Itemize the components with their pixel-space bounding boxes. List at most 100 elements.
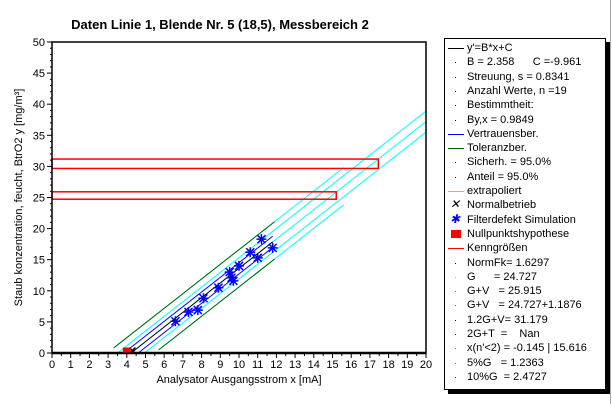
legend-label: extrapoliert [467, 185, 522, 197]
legend-label: Sicherh. = 95.0% [467, 156, 552, 169]
legend-item: x(n'<2) = -0.145 | 15.616 [447, 342, 587, 354]
legend-item: ✕ Normalbetrieb [447, 197, 537, 212]
y-tick-label: 45 [33, 68, 45, 80]
dot-icon [447, 299, 467, 311]
x-tick-label: 0 [49, 359, 55, 371]
filterdefekt-marker [192, 305, 203, 316]
legend-label: By,x = 0.9849 [467, 113, 534, 126]
x-icon: ✕ [450, 197, 461, 212]
y-tick-label: 30 [33, 161, 45, 173]
legend-label: 5%G = 1.2363 [467, 356, 544, 369]
filterdefekt-marker [252, 252, 263, 263]
y-tick-label: 15 [33, 255, 45, 267]
dot-icon [447, 285, 467, 297]
dot-icon [447, 114, 467, 126]
legend-label: Normalbetrieb [467, 199, 537, 212]
x-tick-label: 1 [68, 359, 74, 371]
legend-item: G = 24.727 [447, 271, 537, 283]
filterdefekt-marker [170, 316, 181, 327]
x-axis-label: Analysator Ausgangsstrom x [mA] [156, 374, 321, 386]
legend-label: G+V = 24.727+1.1876 [467, 299, 582, 312]
y-tick-label: 25 [33, 193, 45, 205]
x-tick-label: 7 [180, 359, 186, 371]
legend-label: G = 24.727 [467, 270, 538, 283]
filterdefekt-marker [183, 306, 194, 317]
legend-label: G+V = 25.915 [467, 285, 542, 298]
legend-item: Anzahl Werte, n =19 [447, 85, 567, 97]
dot-icon [447, 85, 467, 97]
x-tick-label: 9 [217, 359, 223, 371]
legend-label: Toleranzber. [467, 142, 527, 155]
dot-icon [447, 328, 467, 340]
legend-item: Nullpunktshypothese [447, 228, 569, 240]
legend-item: By,x = 0.9849 [447, 114, 534, 126]
legend-label: Kenngrößen [467, 242, 528, 255]
legend-label: Anteil = 95.0% [467, 170, 539, 183]
legend-item: Anteil = 95.0% [447, 171, 538, 183]
legend-label: 2G+T = Nan [467, 328, 540, 340]
x-tick-label: 13 [289, 359, 301, 371]
plot-frame [51, 41, 427, 354]
x-tick-label: 12 [270, 359, 282, 371]
dot-icon [447, 342, 467, 354]
legend-label: Bestimmtheit: [467, 99, 534, 112]
y-axis-label: Staub konzentration, feucht, BtrO2 y [mg… [13, 89, 25, 307]
line-icon [447, 185, 467, 197]
x-tick-label: 14 [308, 359, 320, 371]
kenngroessen-rect [51, 158, 380, 170]
dot-icon [447, 56, 467, 68]
x-tick-label: 17 [364, 359, 376, 371]
dot-icon [447, 371, 467, 383]
legend-item: extrapoliert [447, 185, 521, 197]
legend-item: ✱ Filterdefekt Simulation [447, 211, 576, 226]
x-tick-label: 16 [345, 359, 357, 371]
legend-label: x(n'<2) = -0.145 | 15.616 [467, 342, 587, 355]
kenngroessen-rect [51, 191, 337, 200]
line-icon [447, 142, 467, 154]
window-edge [610, 0, 611, 404]
legend: y'=B*x+C B = 2.358 C =-9.961 Streuung, s =… [444, 38, 606, 390]
legend-item: 2G+T = Nan [447, 328, 540, 340]
x-tick-label: 15 [326, 359, 338, 371]
dot-icon [447, 271, 467, 283]
filterdefekt-marker [213, 282, 224, 293]
tolerance-line [158, 258, 275, 351]
x-tick-label: 11 [252, 359, 263, 371]
legend-label: Streuung, s = 0.8341 [467, 70, 570, 83]
filterdefekt-marker [256, 234, 267, 245]
legend-label: 10%G = 2.4727 [467, 370, 547, 383]
y-tick-label: 10 [33, 286, 45, 298]
nullpunkt-marker [122, 347, 131, 353]
y-tick-label: 50 [33, 37, 45, 49]
filterdefekt-marker [267, 242, 278, 253]
x-tick-label: 20 [420, 359, 432, 371]
legend-item: y'=B*x+C [447, 42, 513, 54]
legend-item: Bestimmtheit: [447, 99, 534, 111]
legend-item: Vertrauensber. [447, 128, 539, 140]
legend-item: B = 2.358 C =-9.961 [447, 56, 581, 68]
square-icon [447, 228, 467, 240]
y-tick-label: 5 [39, 317, 45, 329]
x-tick-label: 8 [199, 359, 205, 371]
legend-item: 5%G = 1.2363 [447, 357, 544, 369]
legend-label: Vertrauensber. [467, 127, 539, 140]
line-icon [447, 42, 467, 54]
filterdefekt-marker [245, 247, 256, 258]
dot-icon [447, 156, 467, 168]
legend-item: Streuung, s = 0.8341 [447, 71, 569, 83]
star-icon: ✱ [450, 211, 461, 226]
confidence-line [124, 235, 273, 353]
y-tick-label: 40 [33, 99, 45, 111]
y-tick-label: 20 [33, 224, 45, 236]
line-icon [447, 242, 467, 254]
x-tick-label: 6 [161, 359, 167, 371]
legend-item: 10%G = 2.4727 [447, 371, 547, 383]
extrapolated-line [143, 131, 427, 355]
dot-icon [447, 257, 467, 269]
legend-label: B = 2.358 C =-9.961 [467, 56, 582, 69]
x-tick-label: 3 [105, 359, 111, 371]
legend-item: NormFk= 1.6297 [447, 257, 549, 269]
legend-label: NormFk= 1.6297 [467, 256, 550, 269]
x-tick-label: 5 [142, 359, 148, 371]
